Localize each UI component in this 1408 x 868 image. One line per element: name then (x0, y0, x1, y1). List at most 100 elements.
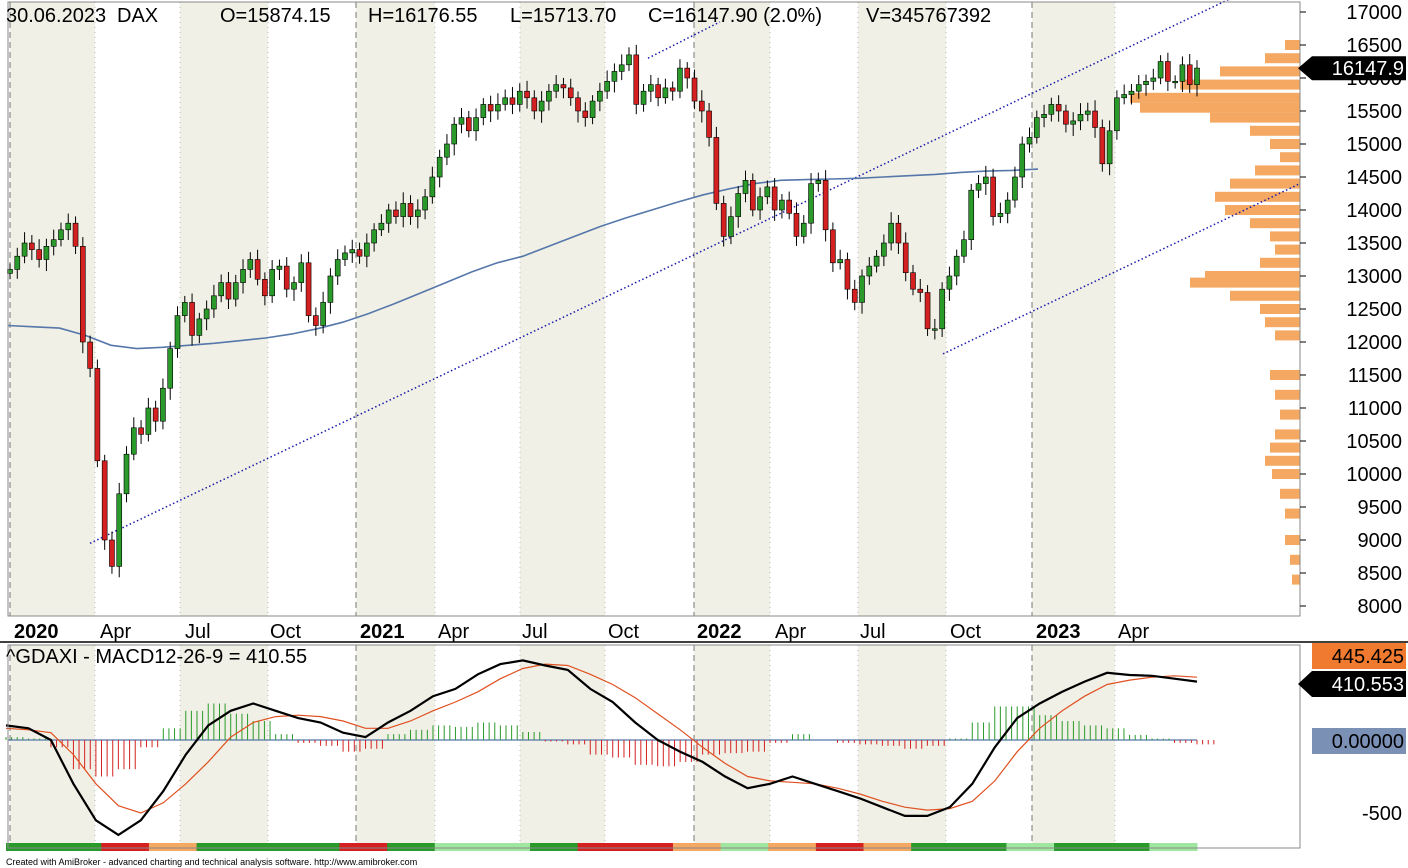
volume-profile-bar (1210, 112, 1300, 123)
candle-body (589, 100, 596, 118)
candle-body (648, 84, 654, 92)
y-tick-label: 10000 (1346, 464, 1402, 486)
signal-ribbon-segment (768, 843, 817, 851)
quarter-shade (1032, 2, 1115, 616)
candle-body (691, 77, 698, 102)
signal-ribbon-segment (339, 843, 388, 851)
candle-body (968, 189, 975, 240)
signal-ribbon-segment (148, 843, 198, 851)
candle-body (1004, 199, 1011, 214)
candle-body (145, 407, 152, 435)
candle-body (939, 288, 945, 330)
header-low: L=15713.70 (510, 5, 616, 27)
signal-ribbon-segment (720, 843, 769, 851)
candle-body (130, 427, 137, 455)
candle-body (502, 97, 508, 105)
signal-ribbon-segment (530, 843, 579, 851)
signal-ribbon-segment (291, 843, 340, 851)
last-price-badge (1298, 56, 1406, 81)
candle-body (160, 387, 166, 422)
grid-lines (9, 2, 1116, 848)
candle-body (495, 104, 501, 112)
candle-body (575, 97, 581, 112)
candle-body (604, 81, 610, 92)
candle-body (473, 117, 479, 132)
candle-body (924, 292, 931, 330)
candle-body (757, 196, 763, 211)
signal-ribbon-segment (244, 843, 293, 851)
macd-value-badge (1298, 671, 1406, 697)
volume-profile-bar (1265, 455, 1300, 466)
candle-body (407, 203, 414, 217)
candle-body (633, 54, 640, 105)
quarter-shade (520, 645, 605, 848)
candle-body (1157, 61, 1164, 79)
candle-body (1194, 67, 1200, 85)
signal-ribbon-segment (958, 843, 1007, 851)
candle-body (917, 288, 924, 293)
volume-profile-bar (1265, 53, 1300, 64)
candle-body (597, 90, 603, 102)
candle-body (742, 180, 749, 194)
macd-y-tick-label: -500 (1362, 803, 1402, 825)
candle-body (342, 252, 348, 260)
candle-body (932, 328, 938, 331)
candle-body (516, 90, 523, 105)
volume-profile-bar (1260, 257, 1300, 268)
volume-profile-bar (1255, 165, 1300, 176)
quarter-shade (694, 645, 770, 848)
volume-profile-bar (1270, 231, 1300, 242)
x-tick-label: Oct (950, 621, 982, 643)
x-tick-label: 2021 (360, 621, 405, 643)
x-tick-label: Jul (860, 621, 886, 643)
x-tick-label: 2020 (14, 621, 59, 643)
candle-body (749, 180, 756, 211)
candle-body (1150, 77, 1157, 82)
candle-body (232, 282, 239, 300)
candle-body (953, 255, 960, 277)
candle-body (895, 222, 902, 244)
candle-body (997, 213, 1004, 217)
candle-body (822, 180, 829, 231)
candle-body (1077, 114, 1084, 122)
candle-body (167, 348, 174, 389)
x-tick-label: Jul (522, 621, 548, 643)
candlesticks (7, 44, 1200, 578)
candle-body (771, 186, 778, 211)
candle-body (1033, 117, 1040, 138)
signal-ribbon-segment (482, 843, 531, 851)
candle-body (1121, 94, 1127, 99)
signal-ribbon-segment (1006, 843, 1055, 851)
candle-body (844, 259, 851, 290)
y-tick-label: 11000 (1348, 398, 1402, 420)
candle-body (152, 407, 159, 422)
candle-body (1106, 130, 1113, 165)
candle-body (888, 222, 894, 244)
volume-profile-bar (1275, 330, 1300, 341)
y-tick-label: 15500 (1346, 101, 1402, 123)
candle-body (509, 97, 516, 105)
y-tick-label: 17000 (1346, 2, 1402, 24)
candle-body (429, 176, 436, 198)
candle-body (1172, 81, 1178, 84)
macd-line (5, 659, 1198, 837)
y-tick-label: 13000 (1346, 266, 1402, 288)
volume-profile-bar (1130, 92, 1300, 103)
candle-body (961, 239, 967, 257)
candle-body (211, 295, 217, 310)
channel-line-upper (647, 21, 721, 59)
candle-body (116, 493, 123, 567)
quarter-shade (356, 2, 435, 616)
candle-body (371, 229, 377, 244)
candle-body (983, 176, 989, 184)
y-tick-label: 14000 (1346, 200, 1402, 222)
candle-body (881, 242, 887, 257)
x-tick-label: 2023 (1036, 621, 1081, 643)
volume-profile-bar (1205, 271, 1300, 281)
macd-value-badge (1312, 728, 1406, 754)
x-tick-label: Apr (100, 621, 131, 643)
candle-body (138, 427, 144, 435)
candle-body (1026, 137, 1033, 145)
candle-body (218, 282, 224, 297)
signal-ribbon-segment (1101, 843, 1150, 851)
